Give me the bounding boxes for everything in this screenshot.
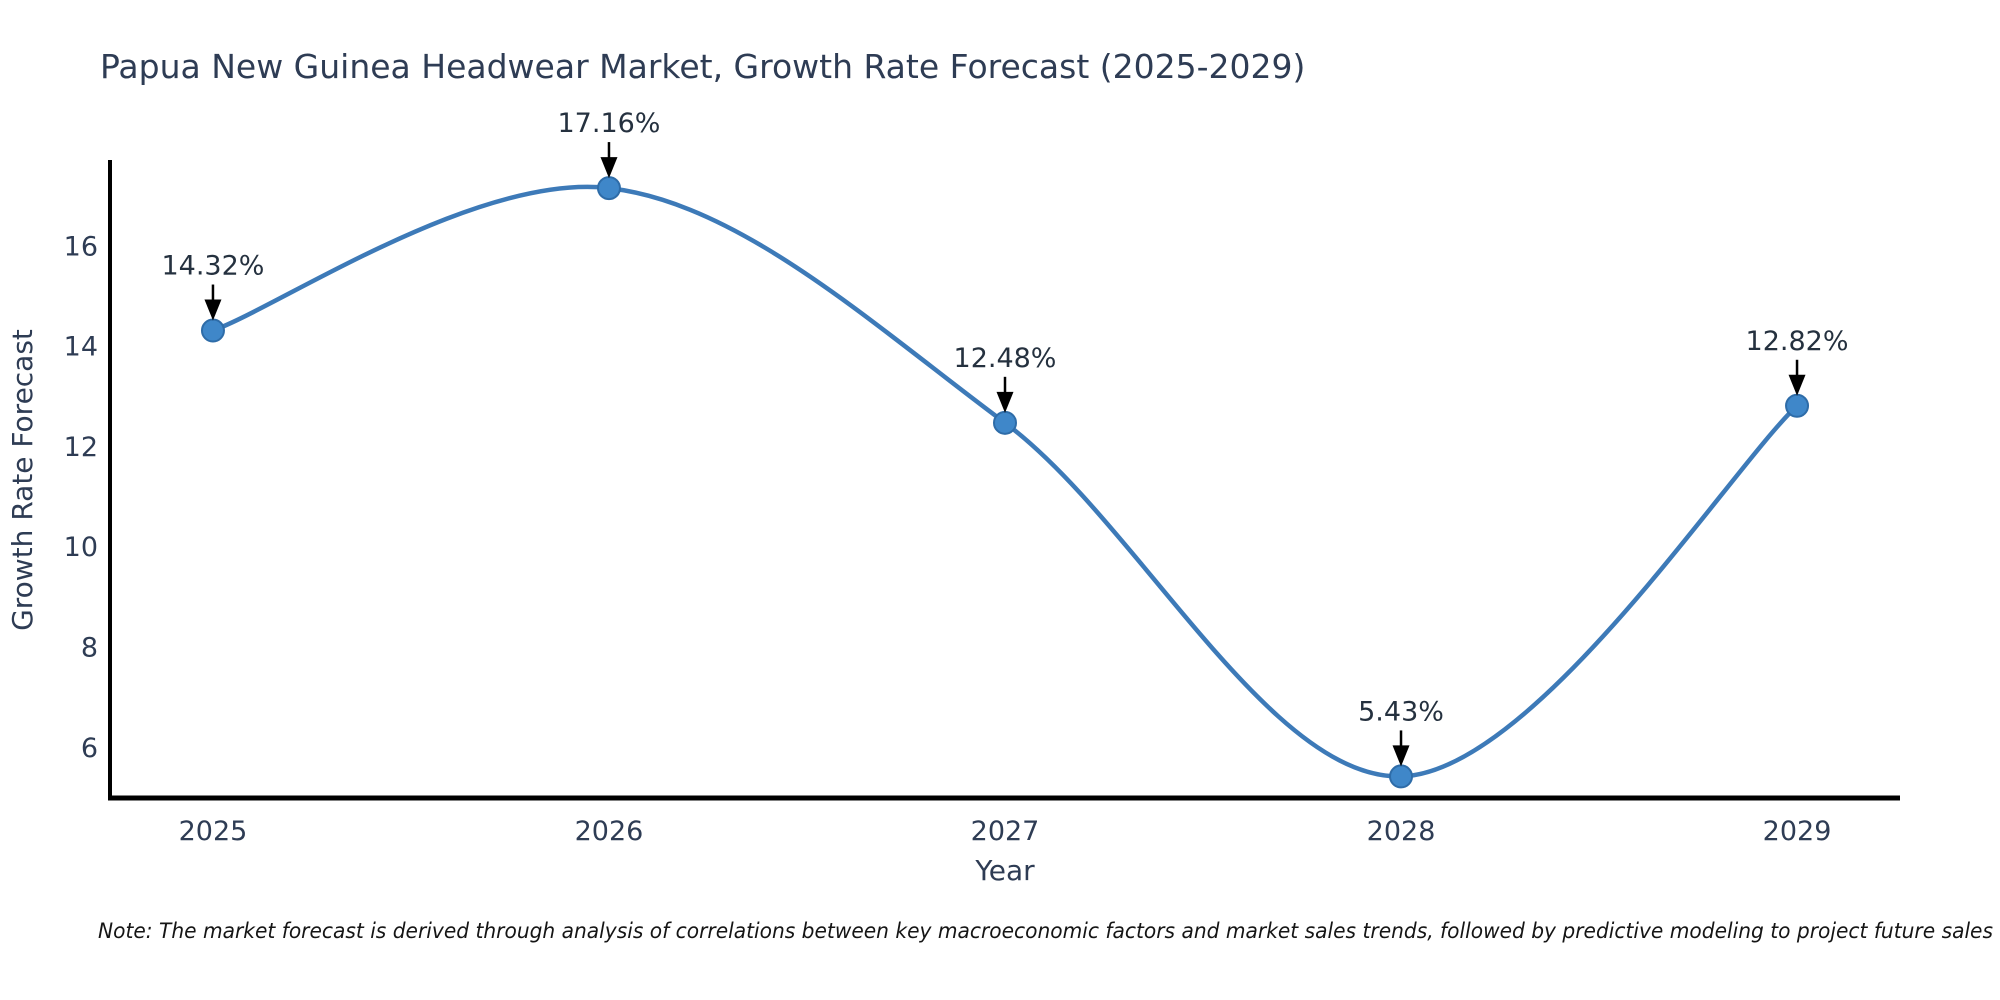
y-tick-label: 16: [64, 231, 98, 262]
footnote: Note: The market forecast is derived thr…: [98, 919, 1993, 943]
annotation-arrowhead-icon: [1392, 745, 1410, 767]
data-point-value-label: 12.48%: [954, 343, 1057, 374]
annotation-arrowhead-icon: [996, 391, 1014, 413]
data-point-markers: [200, 176, 1810, 789]
data-point-value-label: 12.82%: [1746, 326, 1849, 357]
data-point-annotations: 14.32% 17.16% 12.48% 5.43% 12.82%: [161, 108, 1849, 767]
data-point-marker: [200, 318, 225, 343]
y-tick-label: 6: [81, 733, 98, 764]
y-tick-label: 12: [64, 432, 98, 463]
annotation-arrowhead-icon: [600, 157, 618, 179]
x-tick-label: 2025: [179, 816, 248, 847]
x-tick-label: 2026: [575, 816, 644, 847]
annotation-arrowhead-icon: [1788, 374, 1806, 396]
x-tick-label: 2027: [971, 816, 1040, 847]
x-tick-label: 2028: [1367, 816, 1436, 847]
data-point-marker: [596, 176, 621, 201]
chart-title: Papua New Guinea Headwear Market, Growth…: [100, 47, 1305, 86]
x-tick-labels: 2025 2026 2027 2028 2029: [179, 816, 1832, 847]
y-tick-label: 14: [64, 332, 98, 363]
x-tick-label: 2029: [1763, 816, 1832, 847]
forecast-line: [210, 184, 1800, 779]
y-tick-label: 10: [64, 532, 98, 563]
annotation-arrowhead-icon: [204, 299, 222, 321]
data-point-marker: [993, 410, 1017, 435]
data-point-marker: [1389, 764, 1414, 789]
data-point-value-label: 17.16%: [558, 108, 661, 139]
data-point-value-label: 14.32%: [161, 251, 264, 282]
data-point-marker: [1785, 393, 1810, 418]
x-axis-label: Year: [974, 854, 1035, 887]
y-tick-labels: 6 8 10 12 14 16: [64, 231, 98, 764]
y-tick-label: 8: [81, 633, 98, 664]
y-axis-label: Growth Rate Forecast: [6, 329, 39, 631]
data-point-value-label: 5.43%: [1358, 696, 1444, 727]
